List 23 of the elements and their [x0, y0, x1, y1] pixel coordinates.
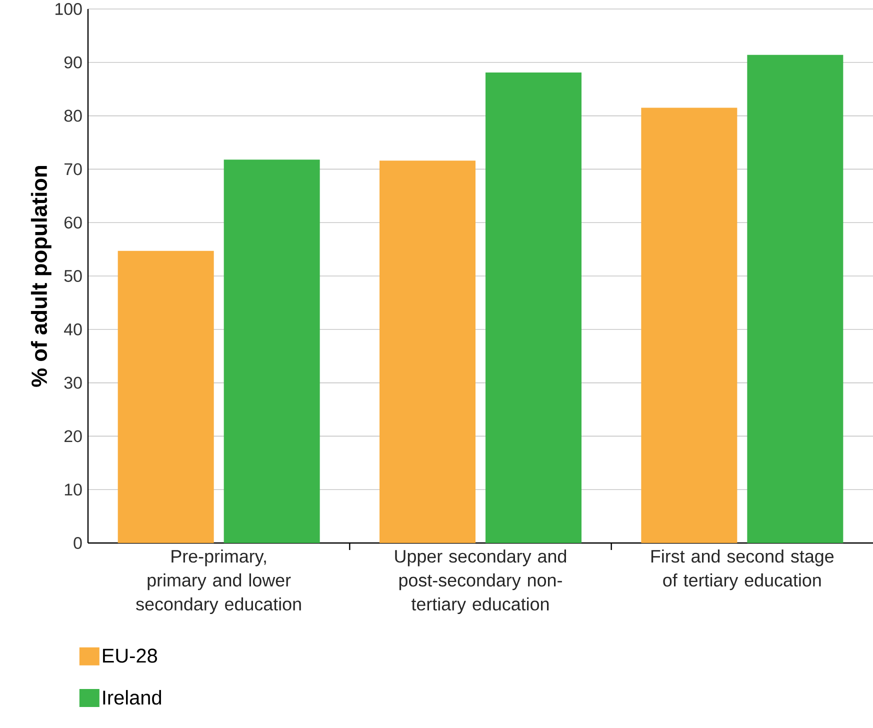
x-tick-label: First and second stage of tertiary education	[651, 550, 834, 590]
y-axis-title: % of adult population	[30, 166, 52, 387]
x-tick-label: Pre-primary, primary and lower secondary education	[136, 550, 301, 614]
bar	[118, 250, 214, 543]
bar	[486, 72, 582, 543]
y-tick-label: 0	[74, 537, 82, 549]
y-tick-label: 30	[64, 376, 82, 389]
legend-label: EU-28	[103, 648, 158, 663]
bar	[380, 160, 476, 543]
y-tick-label: 50	[64, 270, 82, 282]
bar	[224, 160, 320, 543]
y-tick-label: 70	[64, 163, 82, 176]
y-tick-label: 20	[64, 430, 82, 442]
bar	[641, 108, 738, 543]
y-tick-label: 60	[64, 216, 82, 229]
y-tick-label: 90	[64, 56, 82, 68]
y-tick-label: 80	[64, 110, 82, 122]
y-tick-label: 10	[64, 484, 82, 496]
legend-label: Ireland	[103, 690, 162, 705]
bar	[747, 54, 844, 543]
x-tick-label: Upper secondary and post-secondary non-tertiary education	[395, 550, 566, 614]
y-tick-label: 100	[56, 2, 82, 15]
y-tick-label: 40	[64, 323, 82, 336]
